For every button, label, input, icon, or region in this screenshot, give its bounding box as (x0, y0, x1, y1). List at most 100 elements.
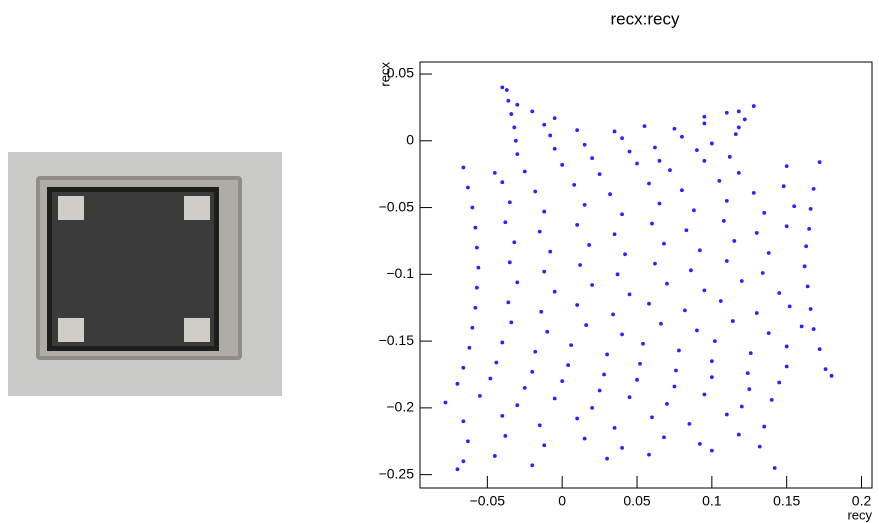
point (569, 343, 574, 348)
x-tick-label: 0 (558, 493, 566, 509)
point (751, 104, 756, 108)
y-axis-label: recx (377, 62, 392, 87)
point (503, 220, 508, 225)
point (732, 239, 737, 243)
point (805, 284, 810, 289)
point (665, 281, 669, 286)
point (552, 396, 557, 401)
point (694, 148, 699, 153)
point (724, 259, 729, 263)
point (739, 404, 744, 409)
point (582, 202, 587, 207)
point (647, 181, 651, 186)
point (657, 158, 662, 163)
point (515, 152, 520, 157)
point (777, 291, 782, 295)
point (635, 161, 639, 166)
point (530, 369, 535, 374)
point (611, 312, 615, 317)
point (509, 320, 514, 325)
point (473, 305, 478, 310)
point (665, 401, 669, 406)
point (811, 186, 816, 191)
point (642, 124, 647, 129)
point (509, 112, 514, 116)
point (641, 341, 645, 346)
x-tick-label: 0.05 (623, 493, 650, 509)
point (745, 371, 750, 376)
point (784, 364, 789, 369)
point (662, 435, 666, 440)
point (754, 231, 759, 235)
point (702, 392, 707, 397)
y-tick-label: −0.2 (386, 399, 414, 415)
point (515, 403, 520, 408)
point (627, 292, 632, 297)
point (691, 208, 696, 213)
point (530, 109, 535, 114)
point (515, 102, 520, 107)
point (542, 443, 547, 448)
point (522, 169, 527, 174)
point (515, 280, 520, 285)
point (566, 363, 571, 368)
point (506, 98, 511, 103)
point (507, 260, 512, 265)
point (575, 303, 580, 307)
point (461, 365, 466, 370)
point (697, 248, 702, 253)
point (674, 368, 678, 373)
point (465, 439, 470, 444)
y-tick-label: 0 (406, 131, 414, 147)
point (512, 240, 517, 245)
point (712, 339, 717, 344)
point (804, 244, 809, 249)
point (575, 128, 580, 133)
point (461, 419, 466, 424)
point (500, 180, 505, 185)
point (784, 164, 789, 169)
point (470, 325, 475, 330)
point (542, 122, 547, 127)
point (506, 300, 511, 305)
point (777, 380, 782, 385)
point (513, 138, 518, 143)
point (784, 224, 789, 229)
point (730, 319, 735, 323)
point (751, 190, 756, 195)
point (742, 117, 747, 122)
point (754, 311, 759, 315)
point (817, 160, 822, 165)
point (465, 185, 470, 190)
point (537, 229, 542, 234)
point (473, 225, 478, 230)
point (522, 385, 527, 390)
point (608, 192, 612, 197)
point (582, 436, 587, 441)
point (762, 424, 767, 429)
point (612, 232, 617, 237)
x-axis-label: recy (847, 507, 872, 522)
point (612, 129, 617, 134)
point (680, 134, 684, 139)
sensor-photo (8, 152, 282, 396)
point (597, 172, 602, 177)
point (533, 349, 538, 354)
point (739, 279, 744, 283)
point (724, 110, 729, 115)
point (587, 243, 592, 247)
point (542, 209, 547, 214)
point (578, 263, 583, 267)
point (680, 188, 684, 193)
point (683, 308, 687, 313)
point (623, 252, 627, 257)
point (455, 467, 460, 472)
point (769, 397, 774, 402)
point (709, 448, 714, 453)
point (605, 352, 609, 357)
point (811, 327, 816, 331)
point (552, 289, 557, 294)
point (620, 136, 624, 141)
point (537, 423, 542, 428)
